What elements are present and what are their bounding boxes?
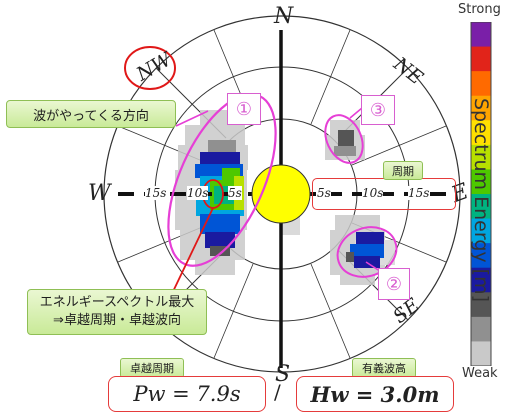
dir-n: N [274, 4, 294, 29]
highlight-peak-3 [324, 114, 364, 164]
dir-s: S [275, 362, 291, 387]
wave-direction-label: 波がやってくる方向 [6, 100, 176, 128]
highlight-peak-2 [336, 226, 398, 278]
colorbar-segment [471, 194, 491, 220]
nw-highlight [124, 46, 176, 90]
peak-period-value: Pw = 7.9s [108, 376, 266, 412]
period-right-15s: 15s [408, 186, 430, 200]
period-scale-box [312, 178, 456, 210]
period-right-10s: 10s [362, 186, 384, 200]
energy-max-pointer [167, 207, 214, 303]
colorbar-segment [471, 218, 491, 244]
colorbar-segment [471, 243, 491, 269]
energy-max-label-line2: ⇒卓越周期・卓越波向 [53, 313, 181, 328]
colorbar [470, 22, 492, 366]
colorbar-segment [471, 316, 491, 342]
marker-2: ② [378, 268, 410, 300]
energy-max-label-line1: エネルギースペクトル最大 [39, 295, 195, 310]
period-left-15s: 15s [145, 186, 167, 200]
marker-1: ① [227, 93, 261, 125]
period-left-5s: 5s [228, 186, 242, 200]
dir-w: W [88, 181, 111, 206]
sig-height-tag: 有義波高 [352, 358, 416, 378]
spoke-ssw [213, 263, 254, 359]
separator: / [274, 380, 281, 404]
colorbar-border [470, 22, 492, 366]
colorbar-segment [471, 292, 491, 318]
colorbar-top-label: Strong [458, 2, 501, 17]
sig-height-value: Hw = 3.0m [296, 376, 454, 412]
colorbar-bottom-label: Weak [462, 366, 498, 381]
colorbar-segment [471, 46, 491, 72]
energy-max-label: エネルギースペクトル最大 ⇒卓越周期・卓越波向 [27, 289, 207, 335]
colorbar-segment [471, 120, 491, 146]
period-left-10s: 10s [187, 186, 209, 200]
colorbar-segment [471, 144, 491, 170]
colorbar-segment [471, 71, 491, 97]
ring-15s [103, 15, 461, 373]
colorbar-segment [471, 267, 491, 293]
period-tag: 周期 [383, 161, 423, 180]
colorbar-segment [471, 22, 491, 48]
marker-3: ③ [361, 95, 395, 125]
peak-period-tag: 卓越周期 [120, 358, 184, 378]
spoke-nne [310, 29, 351, 125]
period-right-5s: 5s [317, 186, 331, 200]
colorbar-segment [471, 169, 491, 195]
spoke-ene [351, 125, 447, 166]
colorbar-segment [471, 95, 491, 121]
colorbar-title: Spectrum Energy [m] [470, 98, 492, 302]
spoke-sse [310, 263, 351, 359]
colorbar-segment [471, 341, 491, 366]
spectrum-peak-3 [334, 130, 356, 156]
